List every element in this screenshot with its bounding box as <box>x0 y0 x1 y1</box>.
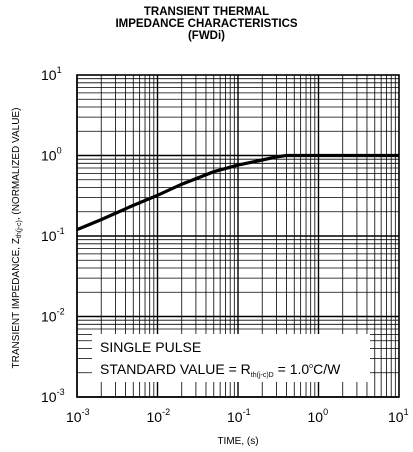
series-line <box>76 153 399 232</box>
y-tick-labels: 101 100 10-1 10-2 10-3 <box>41 65 65 405</box>
y-axis-label-suffix: , (NORMALIZED VALUE) <box>11 108 22 221</box>
x-tick-label: 10-1 <box>227 407 251 425</box>
x-tick-labels: 10-3 10-2 10-1 100 101 <box>66 407 409 425</box>
x-axis-label: TIME, (s) <box>217 436 258 447</box>
annotation-line-2-sub: th(j-c)D <box>251 372 274 379</box>
annotation-line-2-suffix: C/W <box>313 361 341 377</box>
plot-frame <box>76 74 400 398</box>
chart-title-line-3: (FWDi) <box>187 30 226 42</box>
x-tick-label: 10-2 <box>147 407 171 425</box>
y-axis-label-prefix: TRANSIENT IMPEDANCE, Z <box>11 238 22 368</box>
y-tick-label: 101 <box>41 65 62 83</box>
annotation-line-2-sup: o <box>309 363 313 370</box>
x-tick-label: 100 <box>308 407 329 425</box>
annotation-box <box>92 334 370 382</box>
annotation-line-2: STANDARD VALUE = Rth(j-c)D = 1.0oC/W <box>100 361 341 379</box>
y-axis-label: TRANSIENT IMPEDANCE, Zth(j-c), (NORMALIZ… <box>11 108 23 369</box>
y-tick-label: 10-1 <box>41 226 65 244</box>
y-tick-label: 10-3 <box>41 387 65 405</box>
chart-title-line-2: IMPEDANCE CHARACTERISTICS <box>115 18 298 30</box>
y-tick-label: 10-2 <box>41 307 65 325</box>
annotation-line-1: SINGLE PULSE <box>100 339 201 355</box>
chart-title-line-1: TRANSIENT THERMAL <box>143 6 270 18</box>
y-axis-label-sub: th(j-c) <box>16 220 23 238</box>
annotation-line-2-prefix: STANDARD VALUE = R <box>100 361 251 377</box>
y-tick-label: 100 <box>41 146 62 164</box>
x-tick-label: 101 <box>388 407 409 425</box>
x-tick-label: 10-3 <box>66 407 90 425</box>
annotation-line-2-mid: = 1.0 <box>274 361 310 377</box>
